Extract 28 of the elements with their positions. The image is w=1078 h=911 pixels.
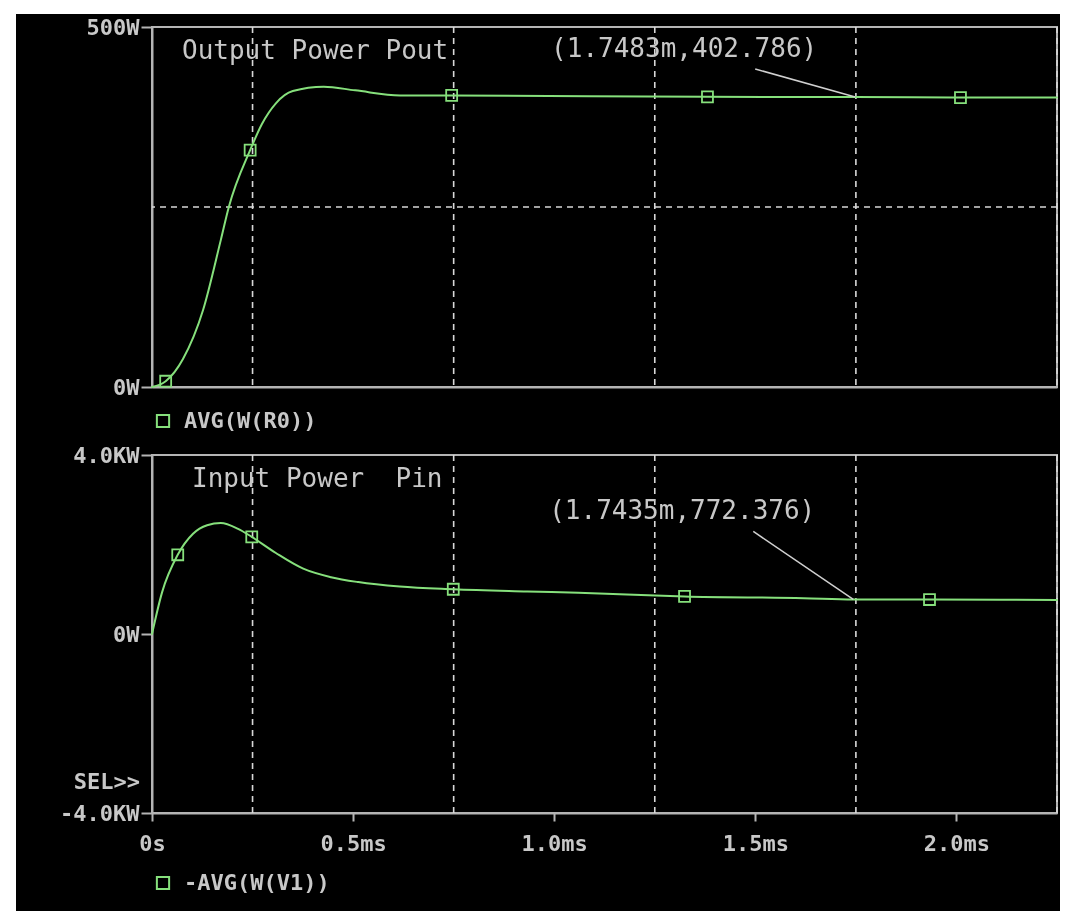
- point: [445, 89, 459, 102]
- legend-label: AVG(W(R0)): [184, 408, 317, 433]
- x-tick-label: 1.5ms: [722, 830, 789, 856]
- y-tick-label: 500W: [86, 14, 141, 40]
- point: [245, 530, 259, 544]
- point: [243, 143, 257, 157]
- chart-title: Output Power Pout: [182, 35, 449, 65]
- annotation: (1.7435m,772.376): [549, 495, 816, 526]
- point: [446, 582, 460, 596]
- text: SEL>>: [73, 769, 140, 794]
- y-tick-label: 0W: [113, 374, 141, 400]
- legend-label: -AVG(W(V1)): [184, 870, 330, 895]
- point: [954, 91, 967, 104]
- x-tick-label: 2.0ms: [923, 830, 991, 856]
- x-tick-label: 0.5ms: [320, 830, 387, 856]
- point: [923, 593, 936, 606]
- point: [171, 548, 185, 562]
- y-tick-label: 4.0KW: [73, 442, 141, 468]
- chart-title: Input Power Pin: [192, 463, 443, 493]
- x-tick-label: 0s: [139, 830, 166, 856]
- y-tick-label: 0W: [113, 621, 141, 647]
- line-series: [151, 522, 1058, 635]
- point: [159, 374, 173, 388]
- point: [701, 90, 714, 104]
- annotation: (1.7483m,402.786): [551, 33, 818, 63]
- x-tick-label: 1.0ms: [521, 830, 588, 856]
- point: [678, 590, 691, 603]
- y-tick-label: -4.0KW: [60, 800, 141, 826]
